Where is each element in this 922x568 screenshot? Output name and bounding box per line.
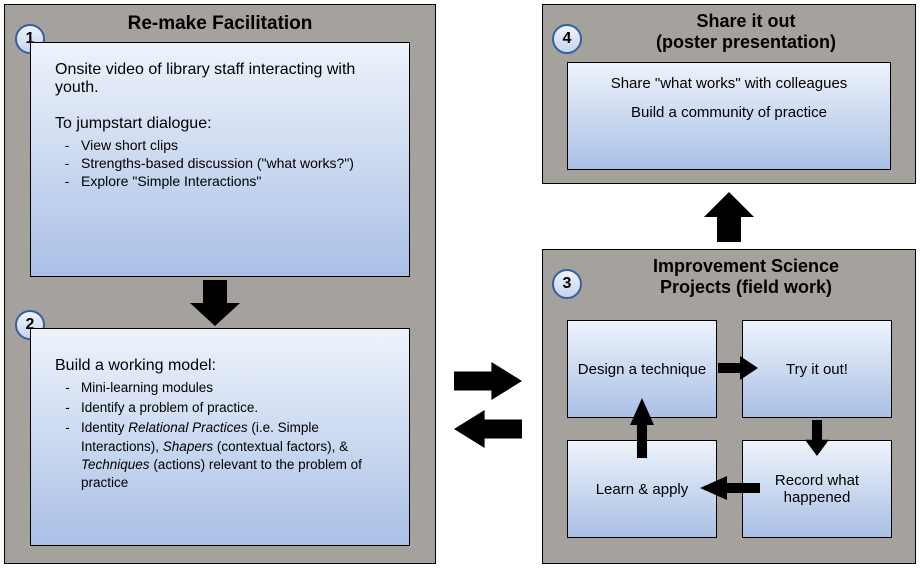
pdsa-label: Try it out!: [786, 361, 848, 378]
title-line: (poster presentation): [656, 32, 836, 52]
panel-title: Share it out (poster presentation): [543, 5, 915, 57]
badge-number: 4: [563, 30, 572, 48]
title-line: Projects (field work): [660, 277, 832, 297]
pdsa-label: Record what happened: [749, 472, 885, 506]
bullet-item: Mini-learning modules: [81, 379, 395, 397]
step-badge-3: 3: [552, 269, 582, 299]
arrow-up-thin-icon: [630, 398, 654, 458]
pdsa-label: Learn & apply: [596, 481, 689, 498]
bullet-item: View short clips: [81, 137, 395, 153]
title-line: Improvement Science: [653, 256, 839, 276]
pdsa-label: Design a technique: [578, 361, 706, 378]
bullet-item: Strengths-based discussion ("what works?…: [81, 155, 395, 171]
step-badge-4: 4: [552, 24, 582, 54]
share-line-2: Build a community of practice: [586, 104, 872, 121]
bullet-item: Identify a problem of practice.: [81, 399, 395, 417]
box-bullet-list: Mini-learning modules Identify a problem …: [55, 379, 395, 492]
arrow-up-icon: [704, 192, 754, 242]
arrow-down-icon: [190, 280, 240, 326]
box-bullet-list: View short clips Strengths-based discussi…: [55, 137, 395, 189]
arrow-left-thin-icon: [700, 476, 760, 500]
bullet-item: Explore "Simple Interactions": [81, 173, 395, 189]
panel-title: Improvement Science Projects (field work…: [543, 250, 915, 302]
arrow-right-thin-icon: [718, 356, 758, 380]
arrow-left-icon: [454, 410, 522, 448]
box-heading: Build a working model:: [55, 357, 395, 375]
arrow-down-thin-icon: [805, 420, 829, 456]
bullet-item: Identity Relational Practices (i.e. Simp…: [81, 419, 395, 492]
arrow-right-icon: [454, 362, 522, 400]
pdsa-try-box: Try it out!: [742, 320, 892, 418]
panel-title: Re-make Facilitation: [5, 5, 435, 41]
box-intro-text: Onsite video of library staff interactin…: [55, 61, 395, 97]
box-onsite-video: Onsite video of library staff interactin…: [30, 42, 410, 277]
box-subheading: To jumpstart dialogue:: [55, 115, 395, 133]
box-working-model: Build a working model: Mini-learning mod…: [30, 328, 410, 546]
box-share-colleagues: Share "what works" with colleagues Build…: [567, 62, 891, 170]
title-line: Share it out: [696, 11, 795, 31]
share-line-1: Share "what works" with colleagues: [586, 75, 872, 92]
badge-number: 3: [563, 275, 572, 293]
diagram-canvas: Re-make Facilitation 1 Onsite video of l…: [0, 0, 922, 568]
